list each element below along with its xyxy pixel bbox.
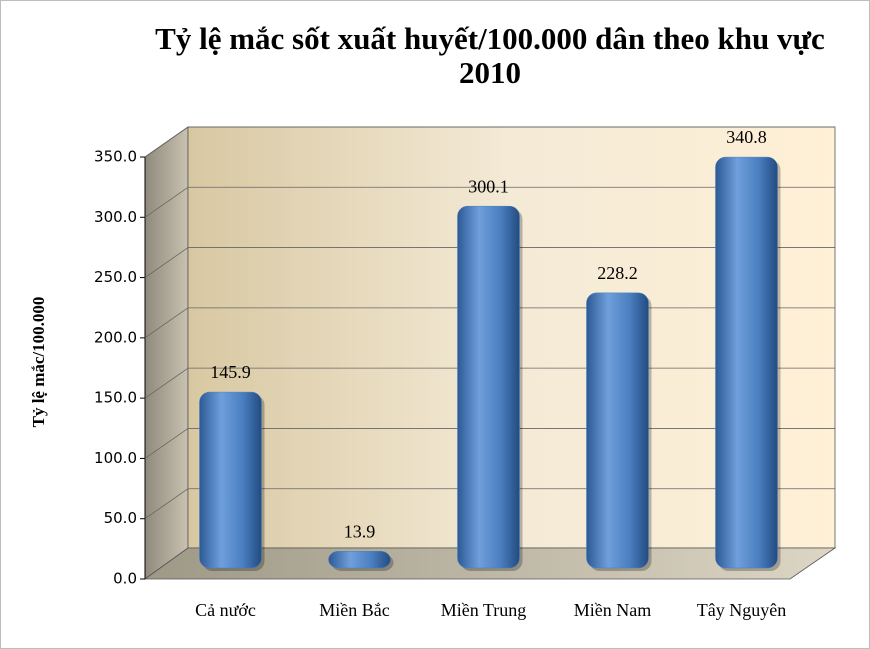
y-tick-label: 100.0 [94, 449, 137, 467]
data-label: 340.8 [726, 127, 767, 147]
grid-line [144, 186, 189, 218]
x-tick-label: Miền Nam [574, 600, 651, 620]
y-tick-label: 50.0 [104, 509, 137, 527]
grid-line [144, 428, 189, 459]
grid-line [144, 247, 189, 278]
x-tick-label: Miền Bắc [319, 600, 389, 620]
y-tick-label: 300.0 [94, 208, 137, 226]
data-label: 228.2 [597, 263, 638, 283]
grid-line [144, 307, 189, 339]
bar [457, 205, 520, 569]
chart-title: Tỷ lệ mắc sốt xuất huyết/100.000 dân the… [155, 22, 825, 90]
bar [199, 391, 262, 569]
side-wall [144, 126, 189, 580]
y-tick-label: 0.0 [113, 570, 137, 588]
x-tick-label: Miền Trung [441, 600, 527, 620]
grid-line [144, 488, 189, 520]
y-tick-label: 150.0 [94, 389, 137, 407]
grid-line [144, 126, 189, 158]
y-tick-label: 350.0 [94, 148, 137, 166]
grid-line [144, 367, 189, 399]
bar [715, 156, 778, 569]
y-tick-label: 200.0 [94, 328, 137, 346]
bar [328, 550, 391, 569]
y-axis-label: Tỷ lệ mắc/100.000 [29, 297, 48, 428]
title-box: Tỷ lệ mắc sốt xuất huyết/100.000 dân the… [155, 22, 825, 90]
x-tick-label: Tây Nguyên [697, 600, 786, 620]
y-tick-label: 250.0 [94, 268, 137, 286]
bar [586, 292, 649, 569]
data-label: 145.9 [210, 362, 251, 382]
x-tick-label: Cả nước [195, 600, 256, 620]
data-label: 13.9 [344, 521, 376, 541]
data-label: 300.1 [468, 176, 509, 196]
